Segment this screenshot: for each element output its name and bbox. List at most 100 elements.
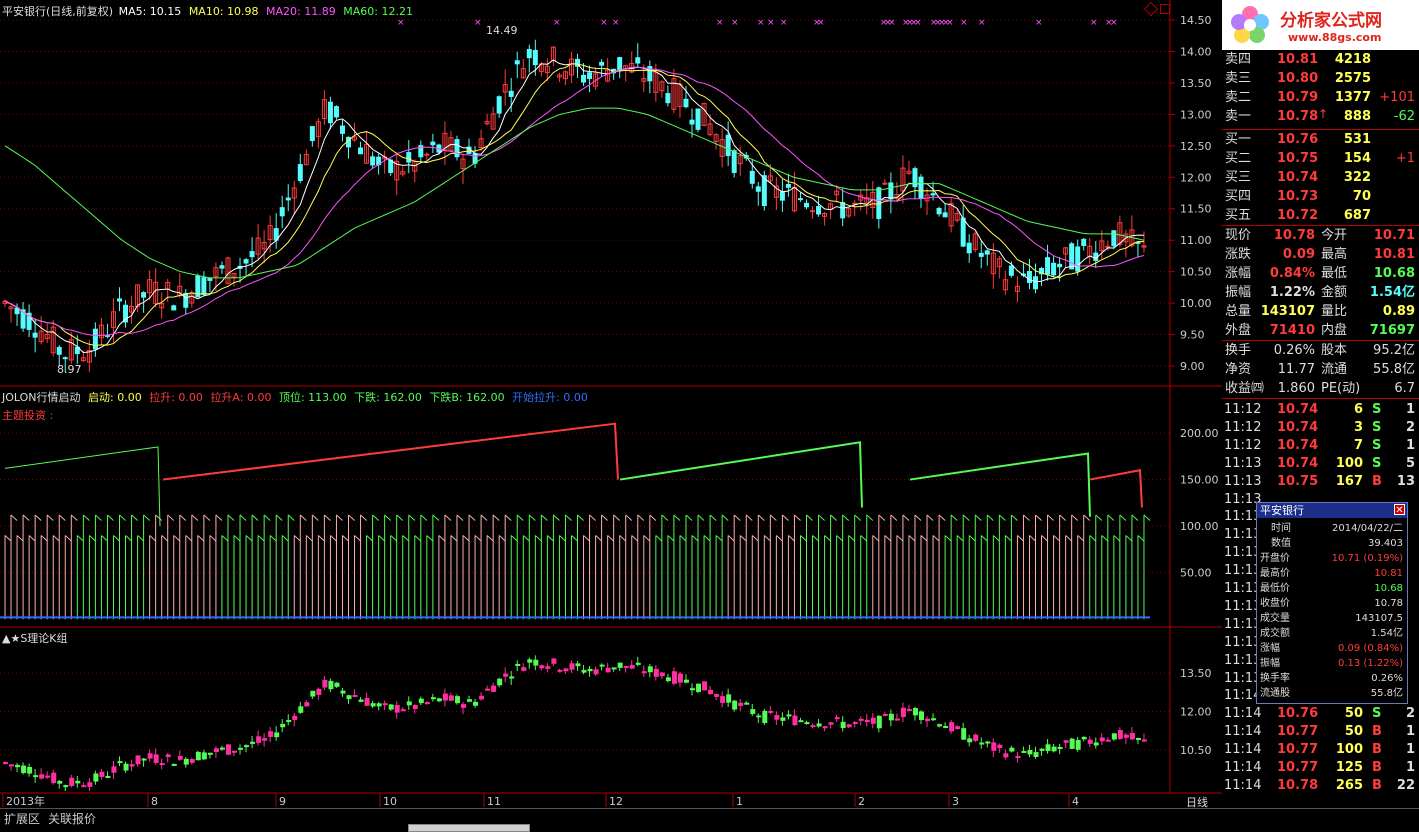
k-body [117,761,123,764]
tick-row: 11:13 [1222,544,1419,562]
candle-body [339,125,345,134]
k-body [563,668,569,672]
tick-count: 1 [1405,742,1415,758]
k-body [1129,732,1135,740]
candle-body [231,273,237,278]
x-axis-label: 9 [279,795,286,808]
k-body [1081,736,1087,740]
indicator-slope [239,514,247,521]
indicator-slope [58,514,66,521]
popup-value: 39.403 [1368,538,1403,549]
k-body [213,748,219,753]
indicator-slope [4,535,12,542]
buy-change: +1 [1395,151,1415,166]
k-body [153,754,159,763]
candle-body [942,212,948,218]
divider [1222,129,1419,130]
tick-time: 11:13 [1224,581,1262,596]
candle-body [556,74,562,78]
k-body [147,753,153,759]
x-axis-label: 4 [1072,795,1079,808]
k-body [1045,744,1051,751]
indicator-slope [28,535,36,542]
restore-icon[interactable] [1160,4,1170,14]
period-label[interactable]: 日线 [1186,796,1208,809]
k-body [846,724,852,728]
indicator-slope [444,514,452,521]
candle-body [749,170,755,184]
k-body [509,676,515,679]
candle-body [1002,279,1008,291]
k-body [1015,756,1021,759]
k-body [816,723,822,727]
indicator-slope [173,535,181,542]
data-popup[interactable]: 平安银行 ✕ 时间 2014/04/22/二 数值 39.403 开盘价 10.71 (0… [1256,502,1408,704]
candle-body [834,190,840,196]
k-body [63,785,69,788]
indicator-slope [703,535,711,542]
popup-title-bar[interactable]: 平安银行 ✕ [1257,503,1407,518]
indicator-slope [209,535,217,542]
indicator-slope [137,535,144,542]
stat-value: 10.68 [1373,266,1415,281]
close-icon[interactable]: ✕ [1394,504,1405,516]
k-panel-candles [3,655,1147,792]
indicator-slope [408,514,416,521]
indicator-slope [360,514,367,521]
indicator-slope [800,535,807,542]
indicator-slope [191,514,199,521]
y-tick-label: 9.00 [1180,360,1205,373]
k-body [726,694,732,703]
candle-body [816,206,822,215]
tick-time: 11:13 [1224,473,1262,489]
k-body [1009,747,1015,752]
candle-body [201,277,207,296]
chart-canvas[interactable]: 14.50 14.00 13.50 13.00 12.50 12.00 11.50 11.00… [0,0,1222,808]
candle-body [936,207,942,215]
k-body [1021,750,1027,753]
indicator-slope [1029,535,1036,542]
stat-label: 股本 [1321,343,1348,358]
buy-price: 10.72 [1277,208,1319,223]
tab-related-quotes[interactable]: 关联报价 [48,812,97,826]
tick-price: 10.75 [1277,473,1319,489]
popup-value: 0.13 (1.22%) [1337,658,1403,669]
k-body [418,698,424,704]
indicator-slope [950,514,958,521]
indicator-slope [1041,535,1048,542]
k-body [400,709,406,712]
candle-body [364,143,370,164]
indicator-slope [583,535,590,542]
k-body [340,690,346,694]
sell-label: 卖二 [1225,90,1252,105]
indicator-slope [324,514,331,521]
k-body [1105,739,1111,742]
k-body [454,696,460,704]
k-panel-title[interactable]: ▲★S理论K组 [2,632,68,645]
popup-label: 数值 [1271,538,1291,549]
indicator-tick-label: 50.00 [1180,567,1212,580]
indicator-slope [1113,535,1121,542]
candle-body [80,357,86,362]
candle-body [635,57,641,64]
indicator-slope [673,514,681,521]
signal-marker: × [914,18,922,28]
k-body [382,703,388,706]
k-body [611,667,617,670]
tab-extension[interactable]: 扩展区 [4,812,41,826]
k-body [21,765,27,774]
k-body [967,738,973,743]
k-body [1069,738,1075,749]
indicator-name[interactable]: JOLON行情启动 [2,391,81,404]
tick-side: B [1372,724,1382,740]
tick-side: S [1372,437,1382,453]
chart-area[interactable]: 14.50 14.00 13.50 13.00 12.50 12.00 11.50 11.00… [0,0,1222,809]
popup-value: 10.71 (0.19%) [1331,553,1403,564]
popup-value: 10.68 [1374,583,1403,594]
indicator-slope [643,535,651,542]
tick-row: 11:14 10.77 50 B 1 [1222,723,1419,741]
horizontal-scrollbar[interactable] [408,824,530,832]
indicator-slope [1017,535,1024,542]
candle-body [1075,246,1081,272]
stat-value: 10.81 [1373,247,1415,262]
